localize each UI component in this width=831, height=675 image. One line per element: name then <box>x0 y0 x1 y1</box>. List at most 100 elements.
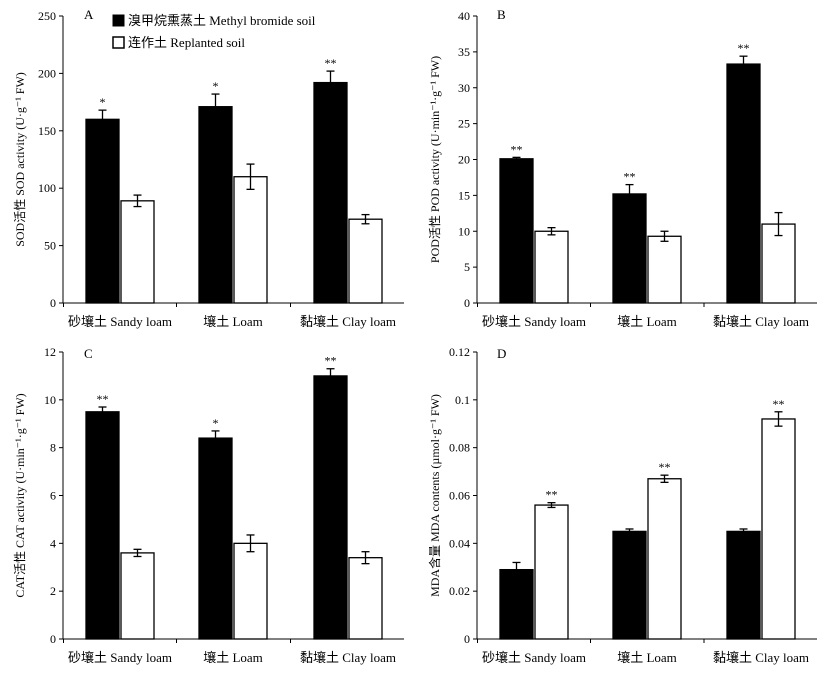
y-tick-label: 0 <box>50 296 56 310</box>
y-tick-label: 0 <box>464 296 470 310</box>
error-bar <box>625 528 634 535</box>
y-tick-label: 0.1 <box>455 393 470 407</box>
x-tick-label: 砂壤土 Sandy loam <box>68 650 172 665</box>
chart-panel-c: 0 2 4 6 8 10 12 砂壤土 Sandy loam 壤土 Loam 黏壤土 Clay l… <box>13 345 404 665</box>
y-tick-label: 30 <box>458 81 470 95</box>
bar-methyl-bromide <box>726 530 761 640</box>
legend: 溴甲烷熏蒸土 Methyl bromide soil 连作土 Replanted… <box>112 13 316 50</box>
y-tick-label: 250 <box>38 9 56 23</box>
x-tick-label: 砂壤土 Sandy loam <box>68 314 172 329</box>
panel-letter: A <box>84 7 94 22</box>
y-tick-label: 0.08 <box>449 441 470 455</box>
y-tick-label: 100 <box>38 181 56 195</box>
error-bar <box>98 406 107 418</box>
significance-label: * <box>213 416 219 430</box>
y-tick-label: 15 <box>458 188 470 202</box>
y-tick-label: 50 <box>44 239 56 253</box>
error-bar <box>739 528 748 535</box>
y-tick-label: 6 <box>50 489 56 503</box>
legend-label-replanted: 连作土 Replanted soil <box>128 35 245 50</box>
error-bar <box>361 213 370 225</box>
y-tick-label: 0 <box>50 632 56 646</box>
bar-methyl-bromide <box>612 530 647 640</box>
error-bar <box>512 156 521 161</box>
error-bar <box>512 561 521 578</box>
y-tick-label: 150 <box>38 124 56 138</box>
y-tick-label: 12 <box>44 345 56 359</box>
bar-replanted <box>761 418 796 640</box>
error-bar <box>774 211 783 237</box>
error-bar <box>625 183 634 204</box>
bar-methyl-bromide <box>85 411 120 640</box>
y-tick-label: 4 <box>50 536 56 550</box>
bar-replanted <box>233 176 268 304</box>
bar-replanted <box>233 542 268 640</box>
bar-replanted <box>647 235 682 304</box>
bar-methyl-bromide <box>198 437 233 640</box>
significance-label: ** <box>546 488 558 502</box>
y-tick-label: 40 <box>458 9 470 23</box>
bar-methyl-bromide <box>313 81 348 304</box>
error-bar <box>133 194 142 208</box>
legend-swatch-replanted <box>112 36 125 49</box>
significance-label: ** <box>624 170 636 184</box>
bar-methyl-bromide <box>85 118 120 304</box>
x-tick-label: 壤土 Loam <box>203 314 263 329</box>
y-tick-label: 0 <box>464 632 470 646</box>
y-tick-label: 10 <box>458 224 470 238</box>
y-tick-label: 35 <box>458 45 470 59</box>
error-bar <box>547 227 556 236</box>
y-axis-title: SOD活性 SOD activity (U·g⁻¹ FW) <box>13 72 27 247</box>
y-tick-label: 8 <box>50 441 56 455</box>
y-tick-label: 20 <box>458 153 470 167</box>
y-axis-title: CAT活性 CAT activity (U·min⁻¹·g⁻¹ FW) <box>13 393 27 597</box>
significance-label: * <box>100 95 106 109</box>
error-bar <box>739 55 748 73</box>
error-bar <box>774 411 783 427</box>
y-axis-title: POD活性 POD activity (U·min⁻¹·g⁻¹ FW) <box>428 56 442 263</box>
error-bar <box>211 93 220 120</box>
y-tick-label: 200 <box>38 66 56 80</box>
y-axis-title: MDA含量 MDA contents (µmol·g⁻¹ FW) <box>427 394 442 597</box>
x-tick-label: 砂壤土 Sandy loam <box>482 314 586 329</box>
error-bar <box>211 430 220 446</box>
y-tick-label: 0.06 <box>449 489 470 503</box>
bar-replanted <box>348 218 383 304</box>
significance-label: ** <box>773 397 785 411</box>
error-bar <box>246 163 255 190</box>
y-tick-label: 2 <box>50 584 56 598</box>
x-tick-label: 壤土 Loam <box>617 314 677 329</box>
panel-letter: C <box>84 346 93 361</box>
bar-replanted <box>534 504 569 640</box>
chart-panel-d: 0 0.02 0.04 0.06 0.08 0.1 0.12 砂壤土 Sandy loam 壤土… <box>427 345 817 665</box>
bar-methyl-bromide <box>198 106 233 304</box>
legend-swatch-methyl-bromide <box>112 14 125 27</box>
bar-methyl-bromide <box>499 158 534 304</box>
x-tick-label: 黏壤土 Clay loam <box>713 650 809 665</box>
significance-label: ** <box>511 142 523 156</box>
x-tick-label: 黏壤土 Clay loam <box>713 314 809 329</box>
legend-label-methyl-bromide: 溴甲烷熏蒸土 Methyl bromide soil <box>128 13 316 28</box>
panel-letter: D <box>497 346 506 361</box>
bar-methyl-bromide <box>499 568 534 640</box>
error-bar <box>361 551 370 565</box>
bar-replanted <box>120 552 155 640</box>
significance-label: ** <box>659 460 671 474</box>
error-bar <box>326 368 335 384</box>
y-tick-label: 5 <box>464 260 470 274</box>
error-bar <box>98 109 107 130</box>
significance-label: ** <box>738 41 750 55</box>
x-tick-label: 壤土 Loam <box>203 650 263 665</box>
bar-replanted <box>348 557 383 640</box>
x-tick-label: 砂壤土 Sandy loam <box>482 650 586 665</box>
bar-methyl-bromide <box>612 193 647 304</box>
error-bar <box>326 70 335 95</box>
panel-letter: B <box>497 7 506 22</box>
y-tick-label: 10 <box>44 393 56 407</box>
bar-replanted <box>534 230 569 304</box>
y-tick-label: 25 <box>458 117 470 131</box>
chart-panel-a: 0 50 100 150 200 250 砂壤土 Sandy loam 壤土 Loam 黏壤土 … <box>13 7 404 329</box>
chart-panel-b: 0 5 10 15 20 25 30 35 40 砂壤土 Sandy loam 壤土 Loam 黏壤土… <box>428 7 817 329</box>
bar-methyl-bromide <box>726 63 761 304</box>
